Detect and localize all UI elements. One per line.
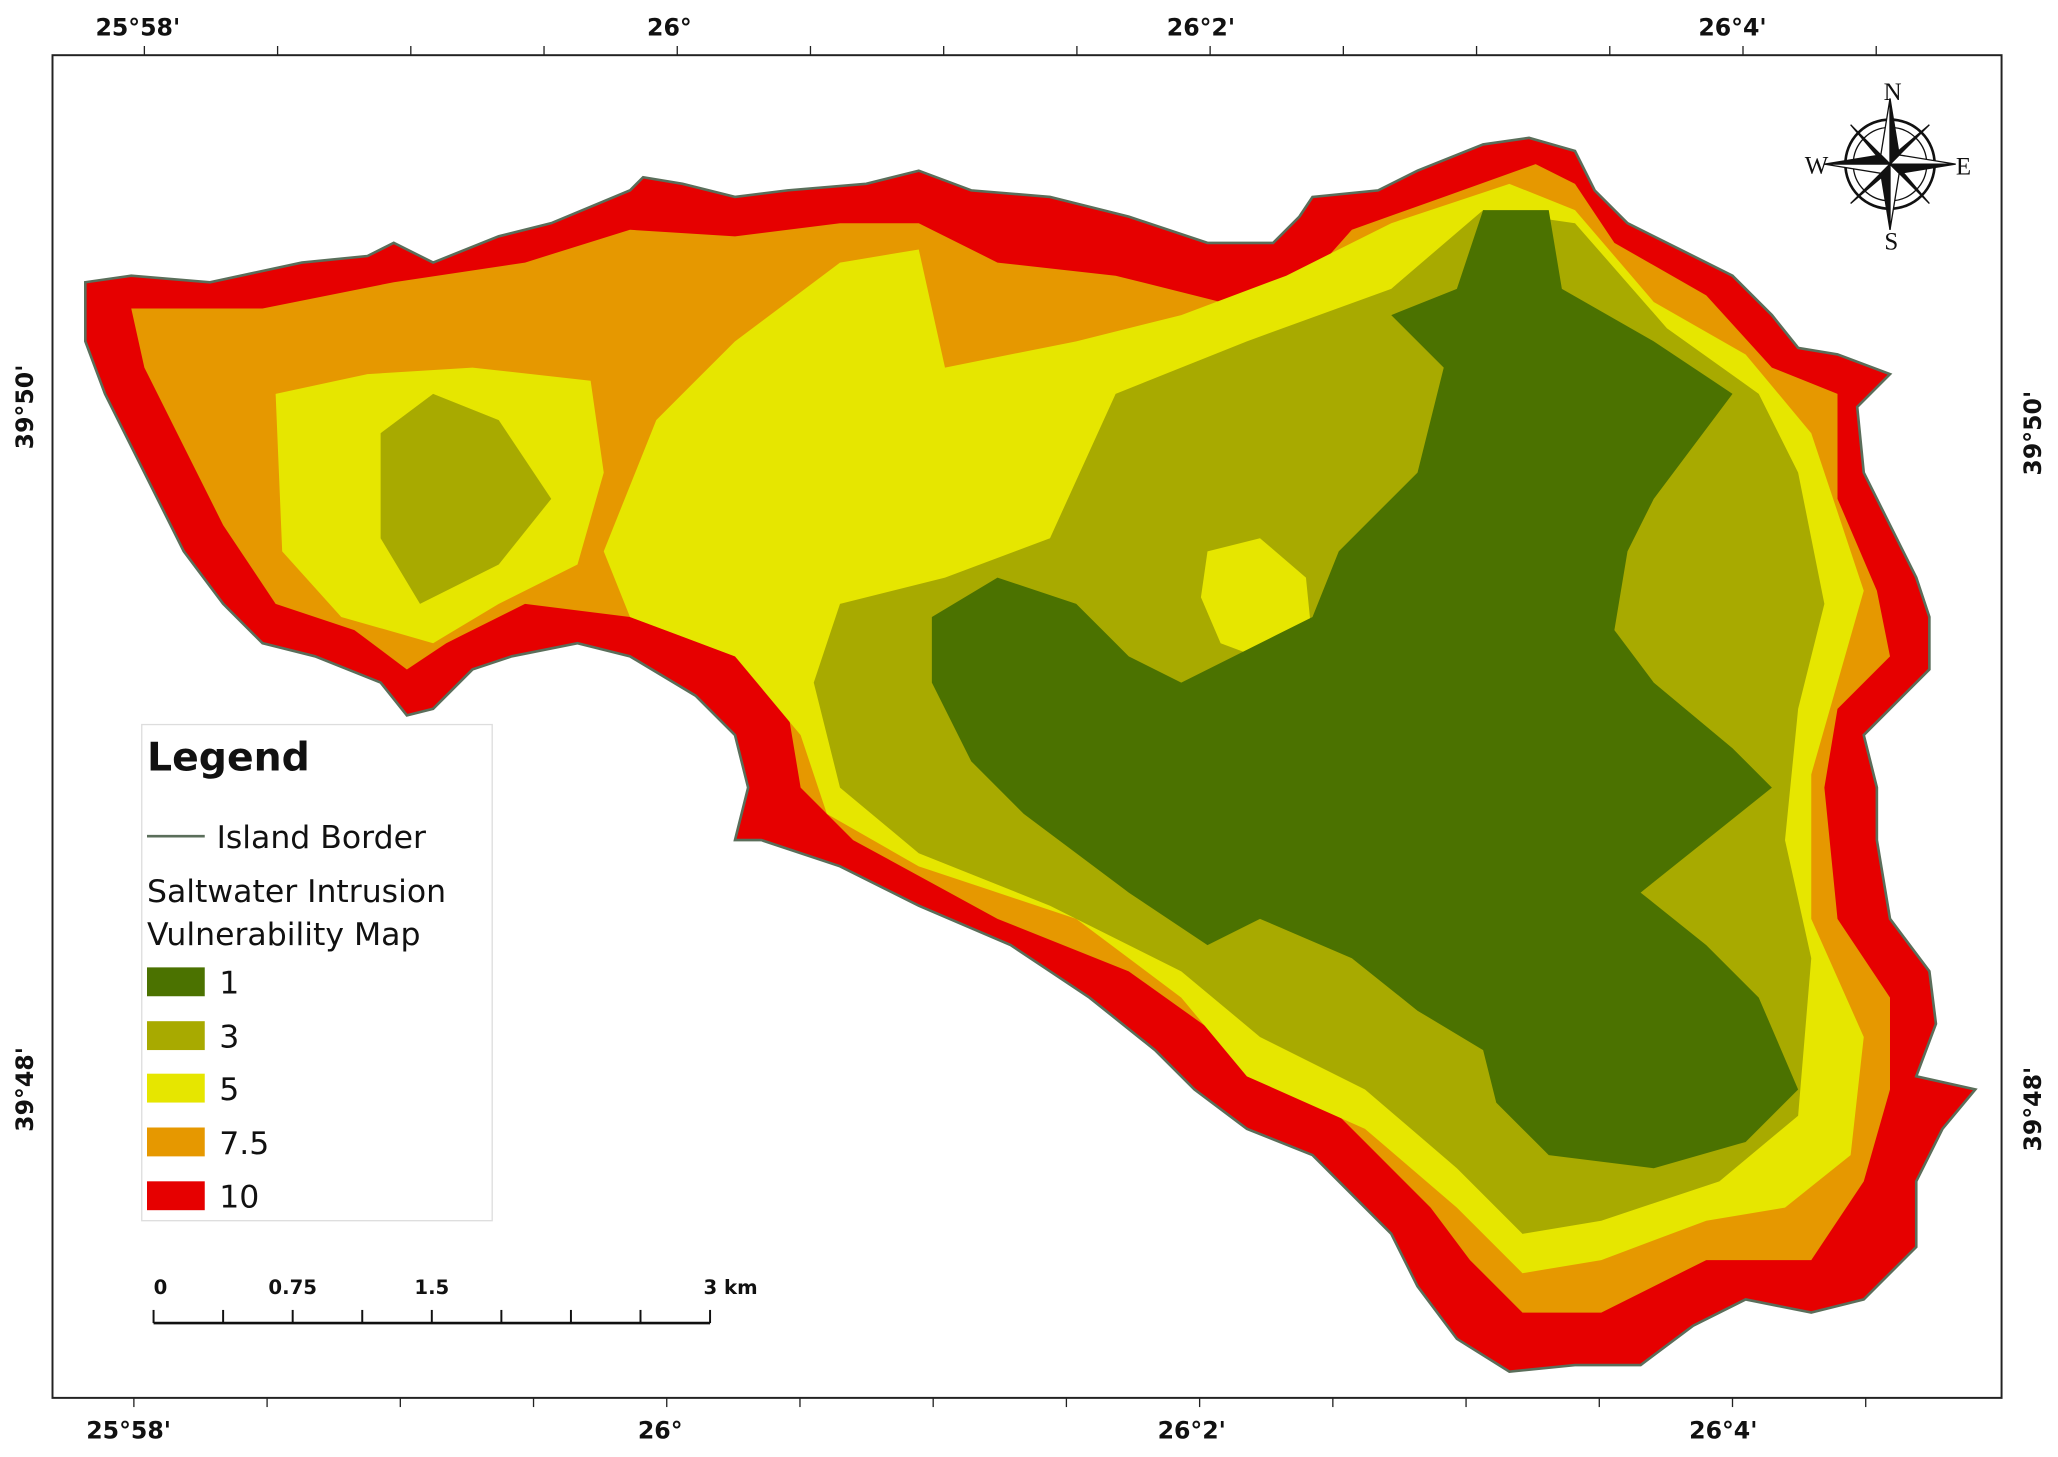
legend-border-label: Island Border: [217, 820, 426, 856]
vulnerability-zone: [931, 210, 1799, 1169]
scale-label: 0: [154, 1276, 168, 1299]
top-coord-label: 26°4': [1698, 14, 1766, 42]
left-coord-label: 39°50': [11, 365, 39, 450]
top-coord-label: 25°58': [95, 14, 180, 42]
legend-class-label: 5: [219, 1072, 239, 1108]
right-coord-label: 39°48': [2019, 1067, 2047, 1152]
compass-rose: [1824, 98, 1956, 230]
vulnerability-zone: [380, 393, 552, 604]
frame-ticks: [133, 45, 1877, 1408]
top-coord-label: 26°: [647, 14, 692, 42]
scale-bar: 0 0.75 1.5 3 km: [152, 1276, 758, 1325]
legend-swatch: [147, 967, 205, 997]
bottom-coord-label: 26°: [638, 1417, 683, 1445]
compass-north: N: [1884, 79, 1902, 106]
bottom-coord-label: 25°58': [86, 1417, 171, 1445]
legend-layer-title: Vulnerability Map: [147, 917, 420, 953]
legend-class-label: 1: [219, 966, 239, 1002]
scale-label: 3 km: [704, 1276, 758, 1299]
legend: Legend Island Border Saltwater Intrusion…: [141, 723, 493, 1222]
compass-east: E: [1956, 154, 1971, 181]
top-coord-label: 26°2': [1167, 14, 1235, 42]
island: [84, 136, 1978, 1373]
legend-title: Legend: [147, 735, 310, 781]
bottom-coord-label: 26°4': [1689, 1417, 1757, 1445]
legend-class-label: 3: [219, 1019, 239, 1055]
scale-label: 1.5: [414, 1276, 449, 1299]
legend-swatch: [147, 1181, 205, 1211]
legend-class-label: 7.5: [219, 1126, 269, 1162]
left-coord-label: 39°48': [11, 1047, 39, 1132]
legend-swatch: [147, 1073, 205, 1103]
legend-layer-title: Saltwater Intrusion: [147, 874, 446, 910]
right-coord-label: 39°50': [2019, 391, 2047, 476]
scale-label: 0.75: [268, 1276, 317, 1299]
legend-swatch: [147, 1021, 205, 1051]
bottom-coord-label: 26°2': [1158, 1417, 1226, 1445]
compass-west: W: [1805, 152, 1829, 179]
legend-class-label: 10: [219, 1180, 259, 1216]
legend-swatch: [147, 1127, 205, 1157]
compass-south: S: [1884, 228, 1898, 255]
